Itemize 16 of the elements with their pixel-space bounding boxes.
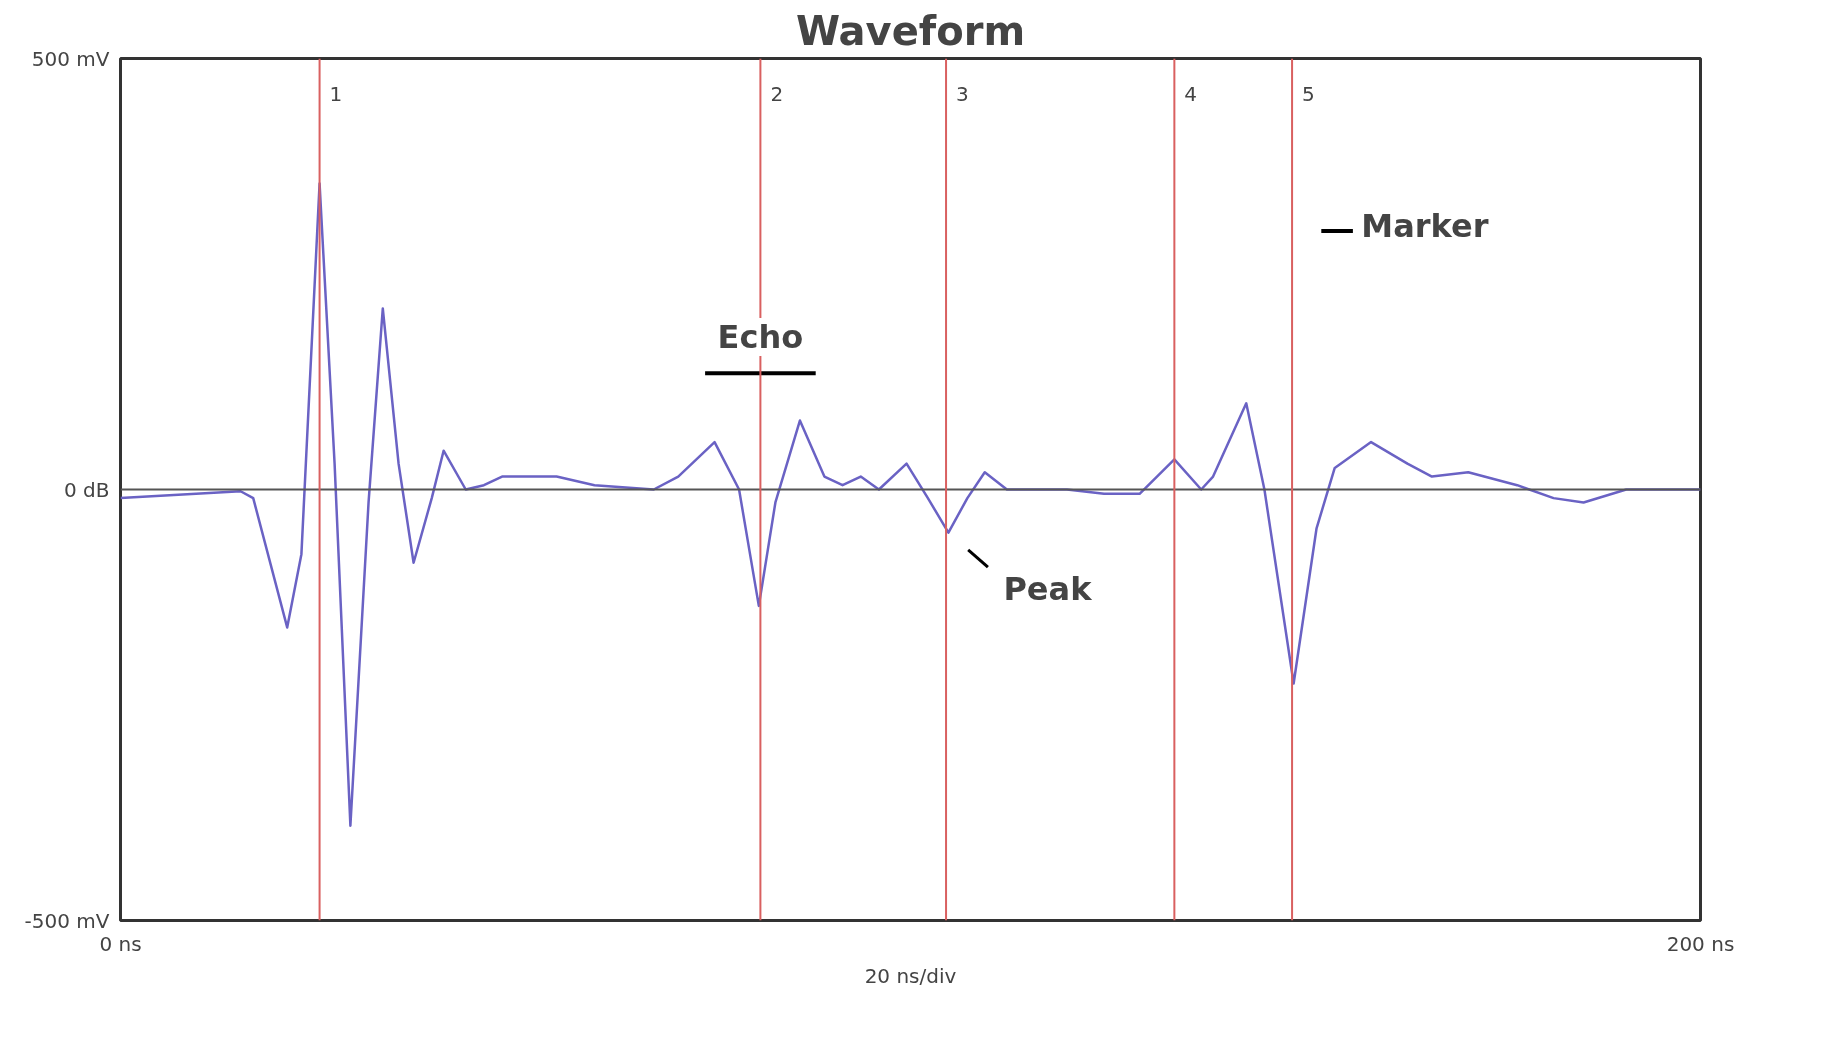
y-tick-label: -500 mV bbox=[24, 908, 110, 933]
x-axis-title: 20 ns/div bbox=[864, 963, 957, 988]
y-tick-label: 500 mV bbox=[31, 46, 110, 71]
x-tick-label: 200 ns bbox=[1666, 931, 1735, 956]
x-tick-label: 0 ns bbox=[99, 931, 142, 956]
annotation: 5 bbox=[1302, 81, 1315, 106]
annotation: Echo bbox=[717, 318, 804, 357]
line-series bbox=[120, 182, 1701, 827]
annotation: Peak bbox=[1003, 569, 1093, 608]
chart-title: Waveform bbox=[795, 7, 1026, 54]
annotation: 4 bbox=[1184, 81, 1198, 106]
annotation: Marker bbox=[1361, 206, 1489, 245]
annotation: 3 bbox=[956, 81, 969, 106]
annotation: 1 bbox=[329, 81, 343, 106]
annotation: 2 bbox=[770, 81, 784, 106]
y-tick-label: 0 dB bbox=[64, 477, 110, 502]
